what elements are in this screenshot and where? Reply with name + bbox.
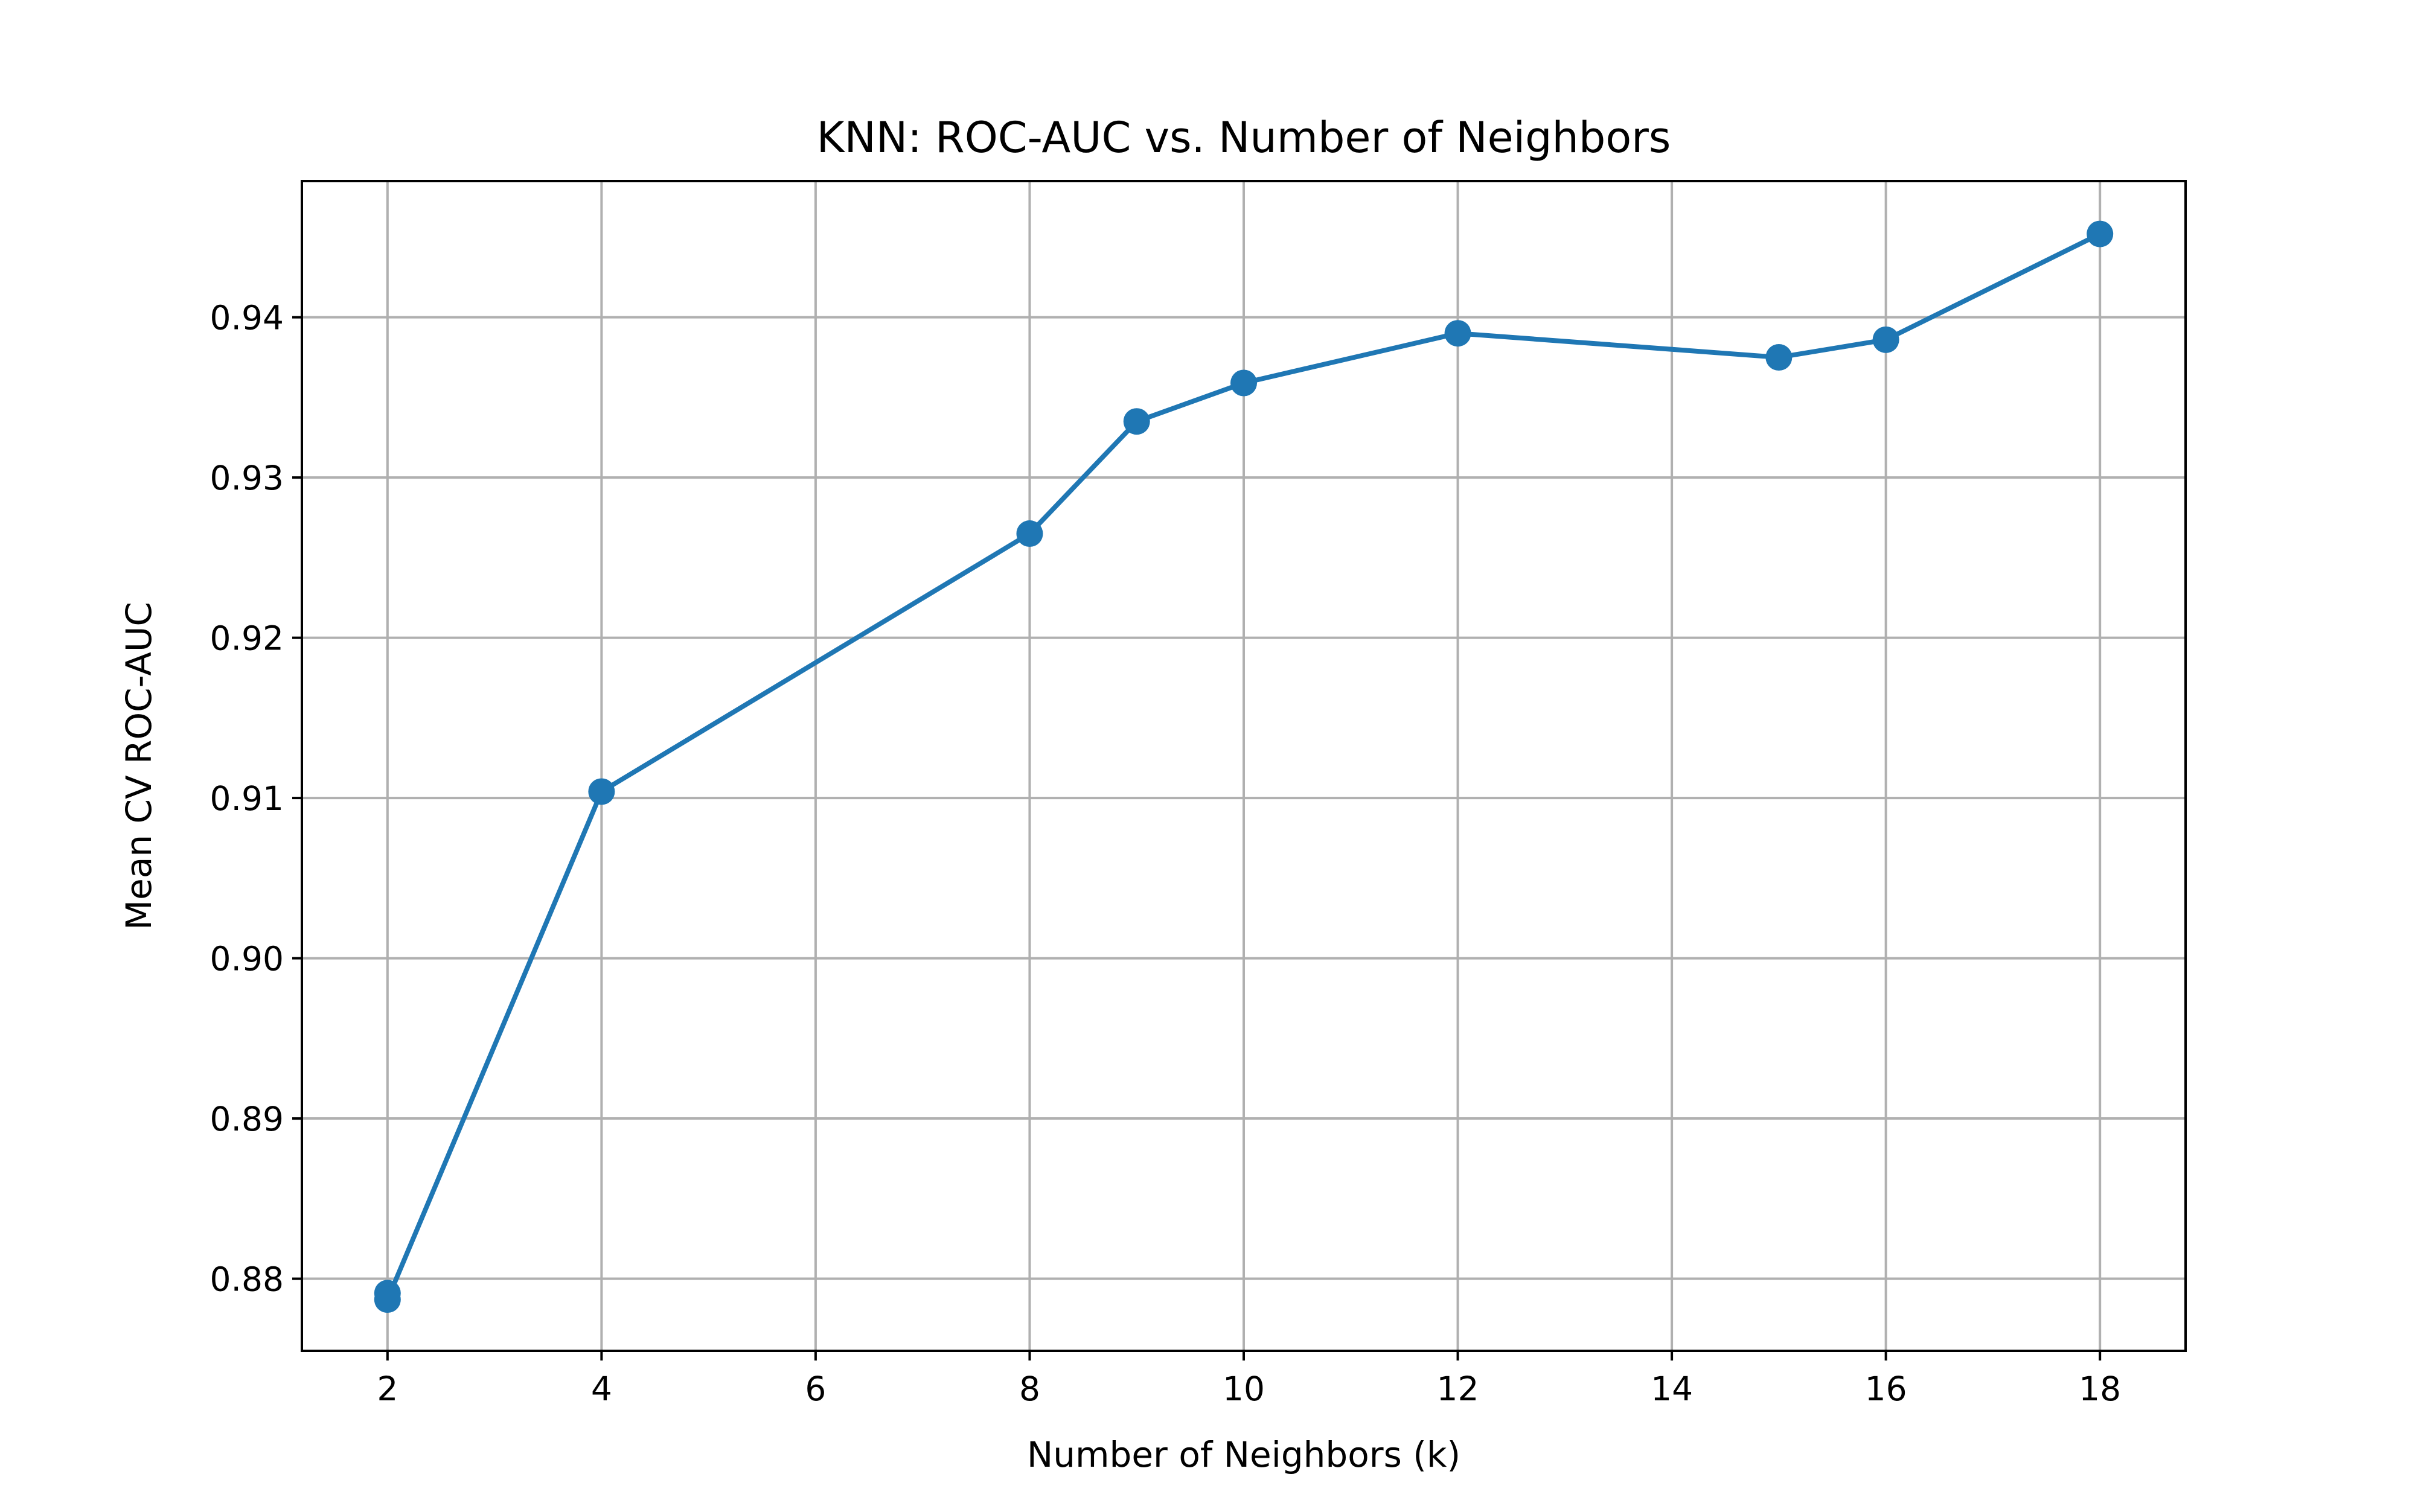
data-point [1444, 320, 1471, 347]
y-tick-label: 0.91 [210, 779, 284, 818]
y-tick-label: 0.90 [210, 940, 284, 978]
y-tick-label: 0.94 [210, 299, 284, 337]
series-line [385, 231, 2103, 1303]
data-point [1123, 408, 1150, 435]
x-tick-label: 8 [1019, 1370, 1040, 1408]
x-tick-label: 4 [591, 1370, 612, 1408]
x-tick-label: 18 [2079, 1370, 2121, 1408]
data-point [1872, 326, 1899, 353]
data-point [588, 778, 615, 805]
plot-frame [301, 180, 2187, 1352]
x-tick-label: 16 [1865, 1370, 1907, 1408]
data-point [374, 1286, 401, 1313]
x-tick-label: 14 [1651, 1370, 1693, 1408]
y-tick-label: 0.88 [210, 1260, 284, 1299]
y-tick-label: 0.89 [210, 1100, 284, 1138]
y-tick-label: 0.92 [210, 619, 284, 658]
chart-title: KNN: ROC-AUC vs. Number of Neighbors [817, 113, 1671, 162]
x-axis-label: Number of Neighbors (k) [1027, 1434, 1460, 1475]
grid [302, 181, 2186, 1351]
axis-ticks: 2 4 6 8 10 12 14 16 18 0.88 0.89 0.90 0.91 0.92 0.93 0.… [210, 299, 2122, 1408]
x-tick-label: 2 [377, 1370, 398, 1408]
x-tick-label: 6 [805, 1370, 826, 1408]
data-point [2087, 220, 2114, 247]
x-tick-label: 10 [1223, 1370, 1265, 1408]
y-axis-label: Mean CV ROC-AUC [118, 602, 159, 930]
data-point [1016, 520, 1043, 547]
data-point [1765, 344, 1793, 371]
x-tick-label: 12 [1437, 1370, 1479, 1408]
data-point [1230, 369, 1257, 397]
data-series [374, 220, 2114, 1313]
y-tick-label: 0.93 [210, 459, 284, 497]
